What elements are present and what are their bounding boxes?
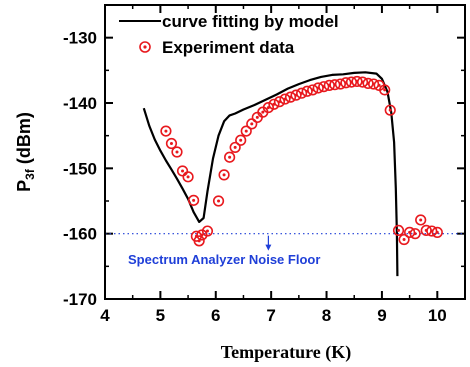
experiment-point (384, 104, 396, 116)
x-tick-label: 4 (100, 306, 110, 325)
legend-marker-swatch (139, 41, 151, 53)
experiment-point (240, 125, 252, 137)
fit-curve-line (142, 71, 399, 277)
y-tick-label: -140 (63, 94, 97, 113)
y-tick-label: -170 (63, 290, 97, 309)
experiment-point (176, 165, 189, 177)
x-tick-label: 8 (322, 306, 331, 325)
x-tick-label: 10 (428, 306, 447, 325)
fit-curve-group (142, 71, 399, 277)
x-axis-title: Temperature (K) (221, 342, 351, 363)
experiment-point (409, 228, 421, 240)
y-tick-label: -160 (63, 225, 97, 244)
x-tick-label: 9 (377, 306, 386, 325)
experiment-point (188, 194, 200, 206)
noise-floor (105, 233, 465, 251)
experiment-point (160, 125, 172, 137)
experiment-point (307, 84, 319, 96)
experiment-point (251, 111, 263, 123)
experiment-point (182, 171, 194, 183)
experiment-point (415, 214, 427, 226)
legend-label-experiment: Experiment data (162, 38, 295, 57)
experiment-point (398, 233, 410, 246)
experiment-point (379, 84, 391, 96)
y-tick-label: -130 (63, 29, 97, 48)
experiment-point (290, 89, 302, 101)
x-tick-label: 5 (156, 306, 165, 325)
experiment-point (284, 91, 297, 103)
experiment-point (201, 225, 214, 237)
experiment-point (431, 226, 443, 238)
experiment-point (224, 151, 236, 163)
noise-floor-label: Spectrum Analyzer Noise Floor (128, 252, 320, 267)
legend-label-fit: curve fitting by model (162, 12, 339, 31)
experiment-point (235, 134, 247, 146)
legend: curve fitting by model Experiment data (119, 12, 339, 57)
plot-frame (104, 4, 466, 300)
experiment-point (246, 118, 258, 130)
y-tick-label: -150 (63, 159, 97, 178)
experiment-point (392, 224, 405, 236)
y-axis-title: P3f (dBm) (14, 112, 37, 192)
experiment-point (171, 146, 183, 158)
experiment-point (165, 137, 178, 150)
experiment-point (296, 87, 308, 99)
x-tick-label: 7 (266, 306, 275, 325)
experiment-point (218, 169, 230, 181)
experiment-point (229, 141, 241, 154)
noise-floor-arrow-head (265, 244, 272, 251)
experiment-point (196, 229, 208, 241)
experiment-markers (160, 75, 443, 247)
experiment-point (212, 195, 225, 207)
x-tick-label: 6 (211, 306, 220, 325)
